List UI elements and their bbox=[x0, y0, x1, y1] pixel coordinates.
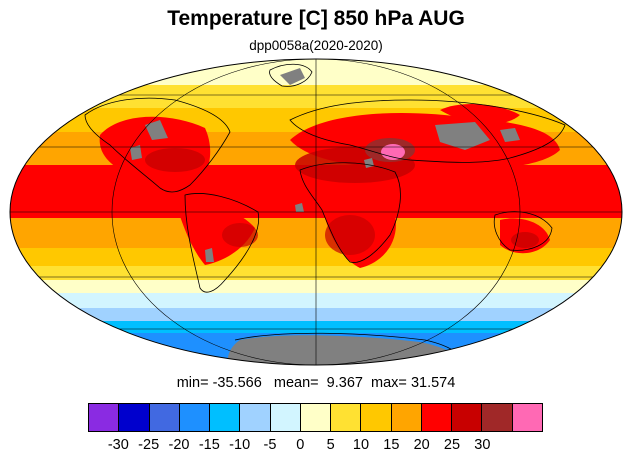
mean-value: 9.367 bbox=[326, 375, 363, 391]
colorbar-swatch bbox=[179, 404, 211, 431]
colorbar-swatch bbox=[89, 404, 120, 431]
ethiopia-mask bbox=[295, 203, 304, 212]
colorbar bbox=[88, 403, 543, 432]
mexico-hot bbox=[145, 148, 205, 172]
min-value: -35.566 bbox=[212, 375, 262, 391]
colorbar-swatch bbox=[119, 404, 150, 431]
mean-label: mean= bbox=[273, 375, 319, 391]
colorbar-tick-label: -15 bbox=[198, 437, 220, 453]
plot-subtitle: dpp0058a(2020-2020) bbox=[249, 38, 383, 53]
colorbar-swatch bbox=[210, 404, 241, 431]
mongolia-mask bbox=[500, 128, 520, 142]
colorbar-swatch bbox=[482, 404, 513, 431]
rockies-mask bbox=[145, 120, 168, 140]
graticule bbox=[10, 59, 622, 365]
brazil-hot bbox=[222, 223, 258, 247]
australia-hot bbox=[511, 232, 539, 248]
colorbar-tick-label: -30 bbox=[107, 437, 129, 453]
min-label: min= bbox=[176, 375, 209, 391]
colorbar-swatch bbox=[149, 404, 180, 431]
persian-gulf-extreme bbox=[381, 144, 405, 160]
greenland-mask bbox=[280, 68, 305, 85]
colorbar-swatch bbox=[421, 404, 453, 431]
colorbar-swatch bbox=[391, 404, 422, 431]
colorbar-tick-label: -10 bbox=[229, 437, 251, 453]
max-label: max= bbox=[371, 375, 407, 391]
colorbar-tick-label: 15 bbox=[383, 437, 400, 453]
plot-title: Temperature [C] 850 hPa AUG bbox=[167, 7, 465, 30]
max-value: 31.574 bbox=[410, 375, 456, 391]
colorbar-tick-label: 0 bbox=[296, 437, 305, 453]
colorbar-swatch bbox=[361, 404, 392, 431]
colorbar-swatch bbox=[240, 404, 271, 431]
colorbar-tick-label: -20 bbox=[168, 437, 190, 453]
sierra-mask bbox=[130, 145, 142, 160]
colorbar-tick-label: -25 bbox=[138, 437, 160, 453]
colorbar-tick-label: -5 bbox=[263, 437, 277, 453]
tibet-mask bbox=[435, 122, 490, 150]
colorbar-tick-label: 10 bbox=[352, 437, 370, 453]
colorbar-labels: -30 -25 -20 -15 -10 -5 0 5 10 15 20 25 30 bbox=[88, 437, 543, 457]
colorbar-tick-label: 25 bbox=[443, 437, 461, 453]
colorbar-tick-label: 20 bbox=[413, 437, 430, 453]
central-asia-warm bbox=[440, 103, 520, 125]
andes-mask bbox=[205, 248, 214, 262]
colorbar-swatch bbox=[270, 404, 301, 431]
globe-outline bbox=[9, 58, 623, 366]
colorbar-swatch bbox=[300, 404, 332, 431]
colorbar-tick-label: 5 bbox=[326, 437, 335, 453]
colorbar-swatch bbox=[452, 404, 483, 431]
colorbar-swatch bbox=[512, 404, 542, 431]
south-america-warm bbox=[175, 199, 255, 265]
field-statistics: min= -35.566 mean= 9.367 max= 31.574 bbox=[0, 375, 632, 391]
colorbar-swatch bbox=[331, 404, 362, 431]
colorbar-tick-label: 30 bbox=[474, 437, 491, 453]
